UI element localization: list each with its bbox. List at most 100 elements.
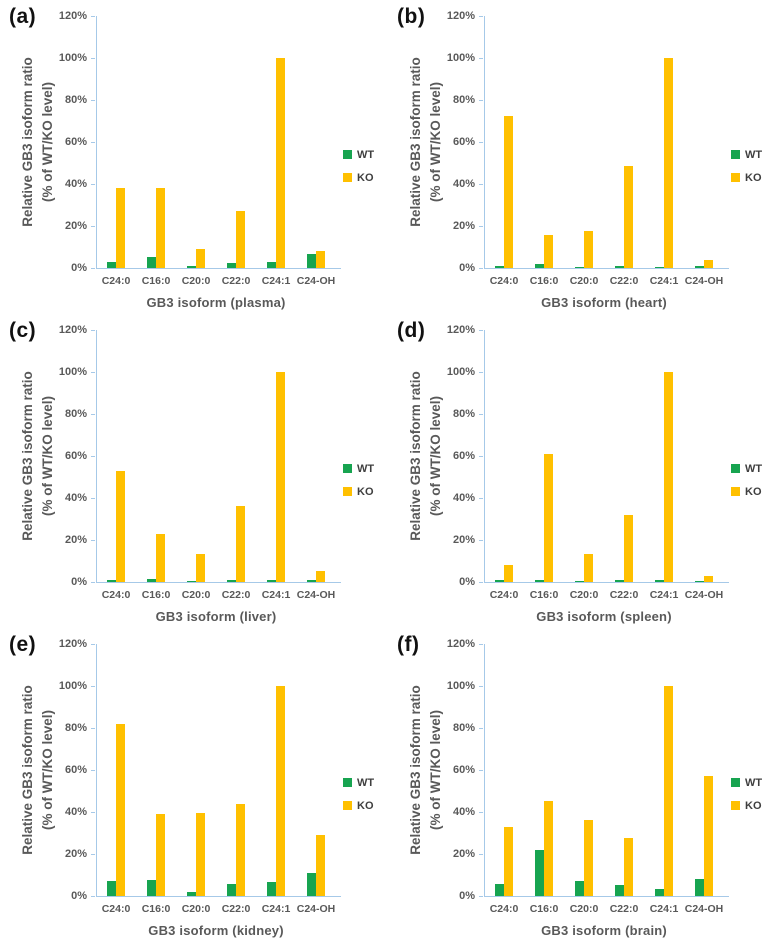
x-axis-line <box>96 268 341 269</box>
bar-wt-C24-OH <box>307 873 316 896</box>
y-axis-tick-label: 40% <box>64 178 87 190</box>
bar-ko-C24:1 <box>276 372 285 582</box>
y-axis-tick-label: 60% <box>452 136 475 148</box>
y-axis-tick-mark <box>91 184 95 185</box>
y-axis-tick-mark <box>91 728 95 729</box>
legend-wt-label: WT <box>357 462 375 475</box>
y-axis-tick-mark <box>479 142 483 143</box>
bar-wt-C22:0 <box>227 263 236 268</box>
bar-wt-C24-OH <box>307 580 316 582</box>
y-axis-tick-label: 60% <box>64 764 87 776</box>
bar-ko-C24-OH <box>704 576 713 582</box>
bar-ko-C24:0 <box>504 565 513 582</box>
panel-label: (c) <box>9 319 37 342</box>
y-axis-tick-label: 80% <box>64 408 87 420</box>
chart-panel-heart: (b) Relative GB3 isoform ratio (% of WT/KO… <box>388 0 775 314</box>
x-axis-category-label: C16:0 <box>141 589 171 601</box>
x-axis-category-label: C20:0 <box>181 589 211 601</box>
legend-wt-swatch-icon <box>343 464 352 473</box>
x-axis-category-label: C24-OH <box>296 903 336 915</box>
x-axis-category-label: C24:0 <box>489 903 519 915</box>
x-axis-category-label: C24:1 <box>261 903 291 915</box>
x-axis-category-label: C20:0 <box>569 589 599 601</box>
bar-wt-C24-OH <box>695 879 704 896</box>
bar-ko-C24:0 <box>504 827 513 896</box>
bar-ko-C24:1 <box>664 58 673 268</box>
bar-wt-C24:1 <box>655 889 664 896</box>
y-axis-tick-label: 120% <box>446 638 475 650</box>
y-axis-tick-mark <box>91 372 95 373</box>
y-axis-title-line: Relative GB3 isoform ratio <box>408 371 423 541</box>
bar-ko-C24:0 <box>116 724 125 896</box>
y-axis-tick-mark <box>91 582 95 583</box>
bar-wt-C16:0 <box>147 579 156 582</box>
chart-panel-spleen: (d) Relative GB3 isoform ratio (% of WT/KO… <box>388 314 775 628</box>
x-axis-category-label: C24:1 <box>649 589 679 601</box>
y-axis-tick-mark <box>91 770 95 771</box>
x-axis-category-label: C24-OH <box>296 275 336 287</box>
panel-label: (b) <box>397 5 426 28</box>
y-axis-tick-label: 20% <box>452 848 475 860</box>
legend-row-wt: WT <box>731 461 762 476</box>
y-axis-tick-label: 20% <box>64 220 87 232</box>
chart-panel-brain: (f) Relative GB3 isoform ratio (% of WT/KO… <box>388 628 775 943</box>
bar-wt-C22:0 <box>615 885 624 896</box>
y-axis-tick-label: 20% <box>452 220 475 232</box>
x-axis-category-label: C24-OH <box>684 275 724 287</box>
bar-ko-C16:0 <box>544 235 553 268</box>
legend-ko-swatch-icon <box>731 487 740 496</box>
legend-wt-swatch-icon <box>731 150 740 159</box>
bar-wt-C16:0 <box>147 257 156 268</box>
x-axis-line <box>96 896 341 897</box>
y-axis-tick-mark <box>91 268 95 269</box>
x-axis-title: GB3 isoform (spleen) <box>536 609 672 624</box>
y-axis-tick-label: 60% <box>452 450 475 462</box>
x-axis-line <box>96 582 341 583</box>
y-axis-tick-label: 60% <box>64 136 87 148</box>
bar-wt-C22:0 <box>615 580 624 582</box>
y-axis-tick-label: 80% <box>64 722 87 734</box>
y-axis-tick-label: 0% <box>71 576 87 588</box>
y-axis-tick-mark <box>91 812 95 813</box>
legend-ko-label: KO <box>357 485 374 498</box>
y-axis-tick-label: 120% <box>58 638 87 650</box>
bar-ko-C24-OH <box>316 571 325 582</box>
bar-ko-C16:0 <box>156 534 165 582</box>
bar-ko-C16:0 <box>544 454 553 582</box>
bar-ko-C16:0 <box>156 188 165 268</box>
bar-ko-C16:0 <box>156 814 165 896</box>
bar-ko-C24:0 <box>504 116 513 268</box>
bar-ko-C22:0 <box>624 838 633 896</box>
bar-wt-C24:1 <box>267 262 276 268</box>
y-axis-tick-label: 100% <box>58 680 87 692</box>
x-axis-category-label: C20:0 <box>181 275 211 287</box>
bar-wt-C16:0 <box>147 880 156 896</box>
legend: WT KO <box>343 147 374 193</box>
y-axis-tick-label: 40% <box>452 492 475 504</box>
y-axis-tick-mark <box>91 58 95 59</box>
bar-ko-C20:0 <box>196 813 205 896</box>
x-axis-category-label: C16:0 <box>529 903 559 915</box>
legend-ko-swatch-icon <box>343 173 352 182</box>
bar-ko-C24-OH <box>316 251 325 268</box>
x-axis-category-label: C22:0 <box>221 275 251 287</box>
legend-wt-label: WT <box>357 148 375 161</box>
legend-row-wt: WT <box>343 775 374 790</box>
y-axis-tick-label: 80% <box>452 94 475 106</box>
y-axis-tick-label: 40% <box>64 492 87 504</box>
legend: WT KO <box>731 775 762 821</box>
y-axis-tick-label: 0% <box>71 262 87 274</box>
y-axis-tick-label: 100% <box>446 680 475 692</box>
x-axis-category-label: C16:0 <box>529 275 559 287</box>
legend-wt-label: WT <box>745 776 763 789</box>
bar-wt-C20:0 <box>187 892 196 896</box>
y-axis-tick-mark <box>479 540 483 541</box>
y-axis-tick-label: 40% <box>452 178 475 190</box>
legend-wt-label: WT <box>745 462 763 475</box>
bar-ko-C22:0 <box>624 515 633 582</box>
y-axis-title-line: Relative GB3 isoform ratio <box>20 371 35 541</box>
y-axis-tick-mark <box>479 268 483 269</box>
bar-wt-C24-OH <box>695 266 704 268</box>
x-axis-category-label: C24:0 <box>101 275 131 287</box>
legend: WT KO <box>731 147 762 193</box>
